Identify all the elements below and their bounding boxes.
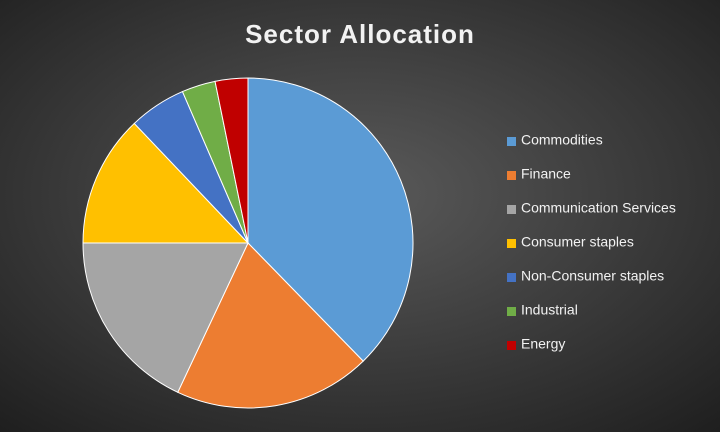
pie-slice (82, 242, 249, 393)
pie-slice (177, 242, 364, 409)
legend-label: Finance (521, 166, 571, 182)
legend-swatch (507, 273, 516, 282)
pie-slice (247, 77, 414, 362)
pie-slice (82, 122, 250, 244)
legend-swatch (507, 137, 516, 146)
legend-label: Non-Consumer staples (521, 268, 664, 284)
legend-swatch (507, 171, 516, 180)
legend-swatch (507, 307, 516, 316)
legend-label: Communication Services (521, 200, 676, 216)
legend-label: Industrial (521, 302, 578, 318)
legend-label: Commodities (521, 132, 603, 148)
legend-label: Energy (521, 336, 565, 352)
chart-title: Sector Allocation (245, 19, 475, 49)
legend-label: Consumer staples (521, 234, 634, 250)
legend-swatch (507, 239, 516, 248)
legend-swatch (507, 205, 516, 214)
legend-swatch (507, 341, 516, 350)
pie-slice (214, 77, 249, 244)
